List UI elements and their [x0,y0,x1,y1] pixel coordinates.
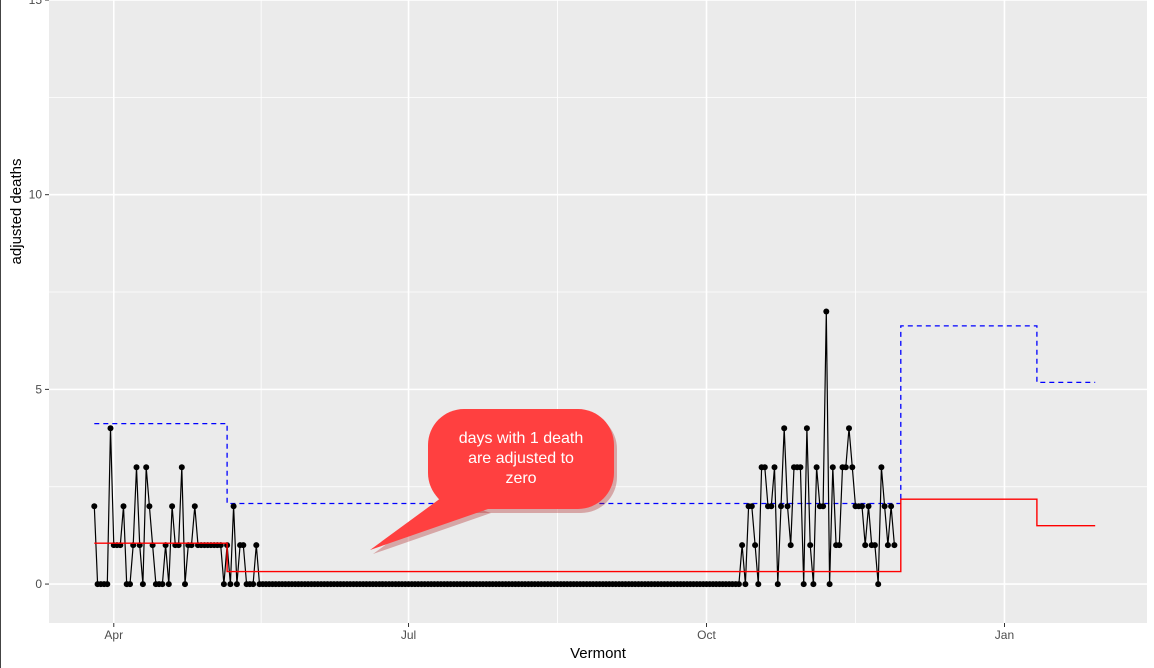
daily-deaths-point [104,581,111,588]
daily-deaths-point [800,581,807,588]
daily-deaths-point [810,581,817,588]
callout-text-line: zero [505,470,536,487]
daily-deaths-point [139,581,146,588]
daily-deaths-point [797,464,804,471]
daily-deaths-point [755,581,762,588]
daily-deaths-point [881,503,888,510]
daily-deaths-point [859,503,865,510]
daily-deaths-point [742,581,749,588]
callout-text-line: days with 1 death [459,430,584,447]
daily-deaths-point [781,425,788,432]
daily-deaths-point [735,581,742,588]
fitted-step-line [94,498,1096,573]
daily-deaths-point [803,425,810,432]
daily-deaths-point [146,503,153,510]
daily-deaths-point [891,542,898,549]
grid-lines [49,0,1147,623]
daily-deaths-point [133,464,140,471]
daily-deaths-point [784,503,791,510]
daily-deaths-point [761,464,768,471]
x-axis-title: Vermont [570,645,627,662]
daily-deaths-point [91,503,98,510]
daily-deaths-point [875,581,882,588]
daily-deaths-point [227,581,234,588]
y-tick-label: 10 [29,188,43,202]
daily-deaths-point [230,503,237,510]
y-axis-title: adjusted deaths [8,159,25,265]
daily-deaths-point [233,581,240,588]
daily-deaths-point [250,581,257,588]
daily-deaths-point [191,503,198,510]
daily-deaths-point [182,581,188,588]
daily-deaths-point [787,542,794,549]
daily-deaths-point [220,581,227,588]
daily-deaths-point [820,503,827,510]
plot-panel [49,0,1147,623]
daily-deaths-point [768,503,775,510]
daily-deaths-point [865,503,872,510]
x-tick-label: Oct [697,628,716,642]
daily-deaths-point [771,464,778,471]
y-tick-label: 5 [35,382,42,396]
daily-deaths-point [178,464,185,471]
daily-deaths-point [159,581,166,588]
daily-deaths-point [127,581,133,588]
y-tick-label: 15 [29,0,43,7]
daily-deaths-point [823,308,830,315]
daily-deaths-point [739,542,746,549]
daily-deaths-point [846,425,852,432]
daily-deaths-point [143,464,150,471]
daily-deaths-point [120,503,127,510]
callout-tail [370,495,488,550]
annotation-callout: days with 1 death are adjusted to zero [370,409,617,554]
callout-bubble [428,409,614,509]
left-frame-line [0,0,1,668]
daily-deaths-point [165,581,172,588]
daily-deaths-point [829,464,836,471]
daily-deaths-point [871,542,878,549]
x-tick-label: Apr [104,628,123,642]
y-tick-label: 0 [35,577,42,591]
daily-deaths-point [836,542,843,549]
daily-deaths-point [240,542,247,549]
daily-deaths-point [884,542,891,549]
series-layer [91,308,1096,588]
daily-deaths-point [878,464,885,471]
daily-deaths-point [813,464,820,471]
daily-deaths-point [807,542,814,549]
daily-deaths-point [752,542,759,549]
daily-deaths-point [826,581,833,588]
daily-deaths-point [748,503,755,510]
x-tick-label: Jan [995,628,1014,642]
daily-deaths-point [778,503,784,510]
threshold-step-line [94,325,1096,505]
daily-deaths-point [842,464,849,471]
daily-deaths-point [253,542,260,549]
daily-deaths-point [169,503,176,510]
axis-ticks: 0 5 10 15 Apr Jul Oct Jan [29,0,1014,642]
daily-deaths-point [849,464,856,471]
daily-deaths-point [862,542,869,549]
x-tick-label: Jul [401,628,416,642]
daily-deaths-point [774,581,781,588]
daily-deaths-point [888,503,895,510]
callout-text-line: are adjusted to [468,450,574,467]
daily-deaths-point [107,425,114,432]
daily-deaths-points [91,308,898,588]
